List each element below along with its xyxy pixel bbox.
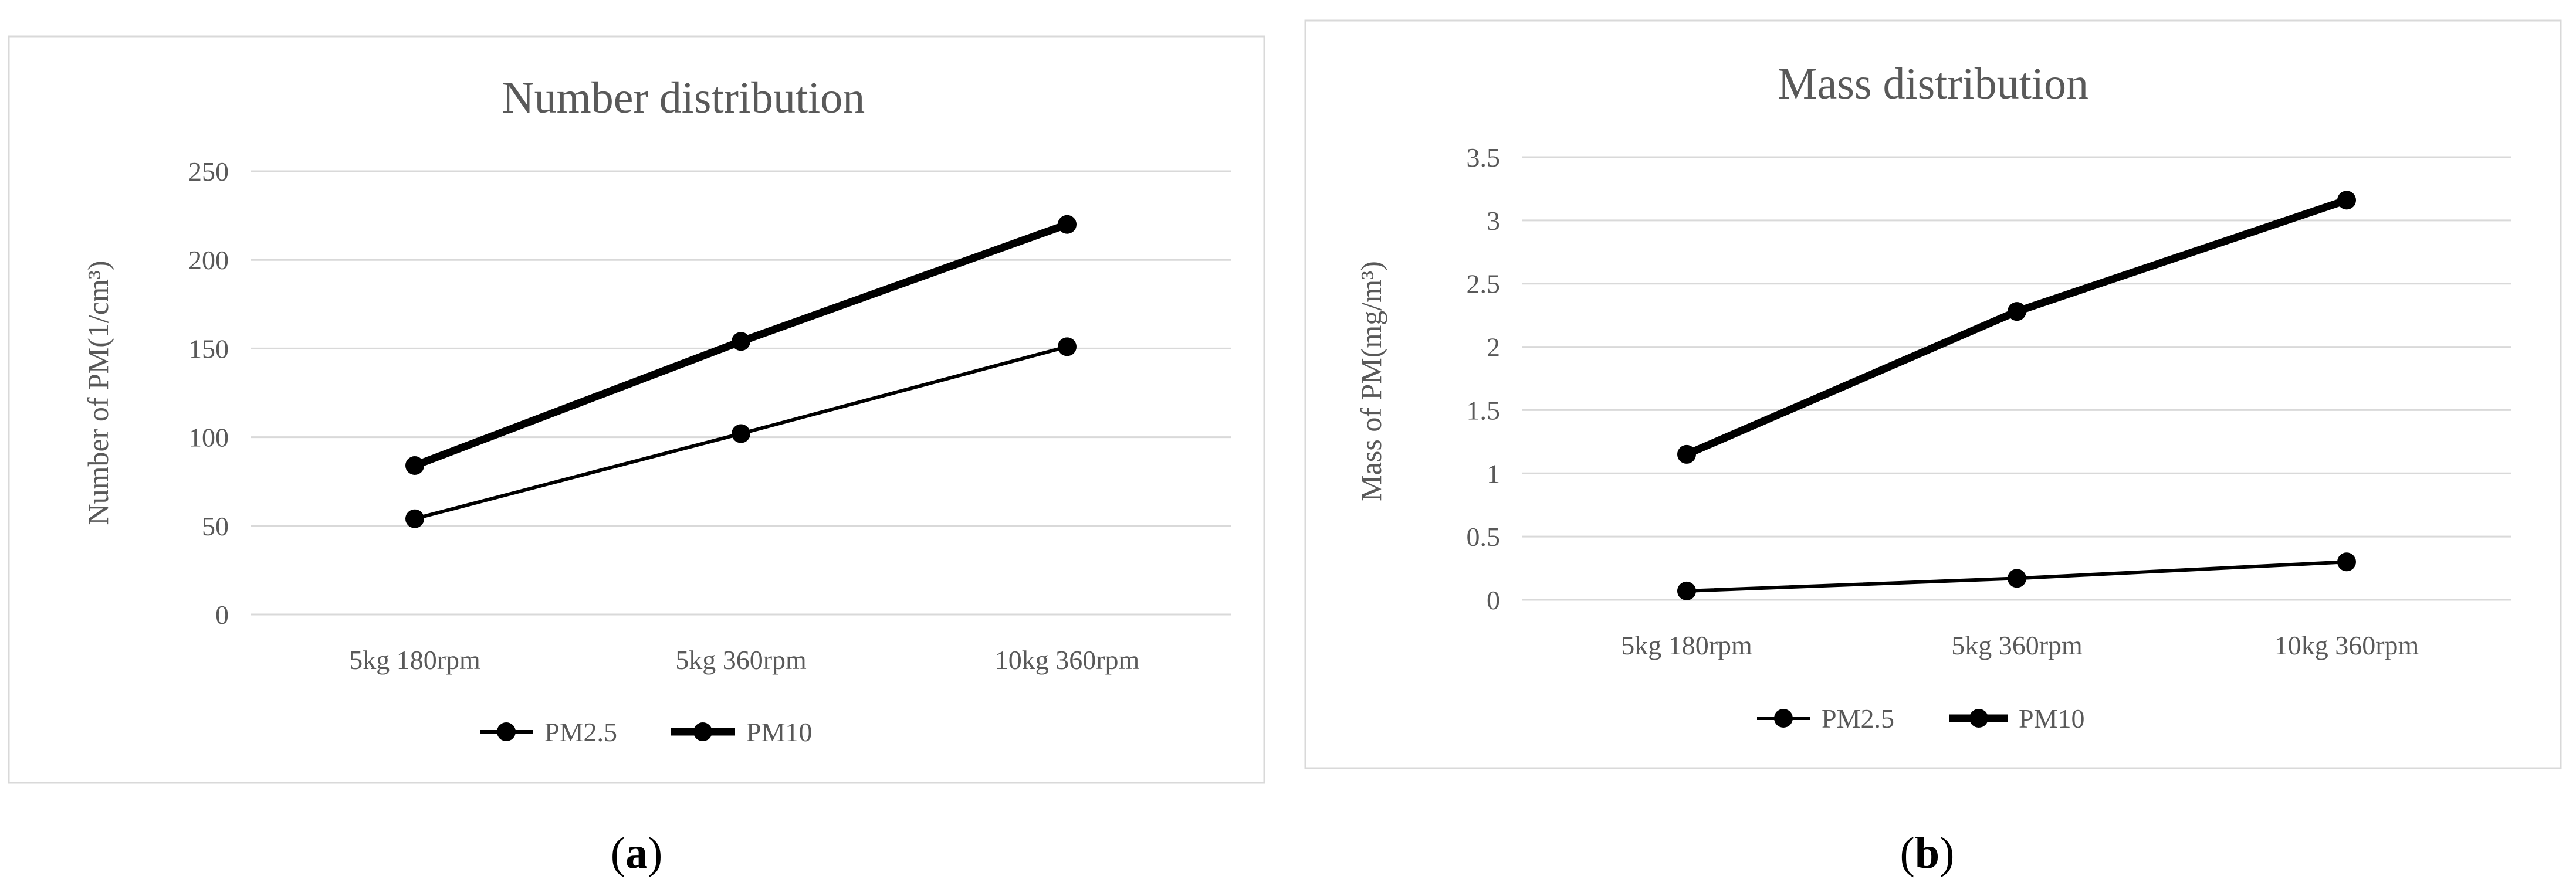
y-tick-label: 50 xyxy=(202,511,229,541)
y-tick-label: 2 xyxy=(1487,332,1500,362)
x-tick-label: 5kg 360rpm xyxy=(675,645,807,675)
legend-marker xyxy=(1969,709,1988,728)
legend-marker xyxy=(497,722,516,741)
data-point xyxy=(2337,191,2356,210)
y-tick-label: 2.5 xyxy=(1467,269,1501,299)
y-tick-label: 1 xyxy=(1487,459,1500,488)
data-point xyxy=(1058,215,1077,234)
y-tick-label: 3 xyxy=(1487,206,1500,236)
y-tick-label: 0 xyxy=(1487,585,1500,615)
caption-letter: a xyxy=(625,829,648,878)
legend-label: PM10 xyxy=(2019,704,2084,734)
mass-distribution-chart: Mass distribution Mass of PM(mg/m³) 0 0.5… xyxy=(1304,19,2562,878)
y-tick-label: 1.5 xyxy=(1467,395,1501,425)
data-point xyxy=(732,424,750,443)
data-point xyxy=(2337,552,2356,572)
data-point xyxy=(2008,569,2026,588)
chart-frame xyxy=(8,35,1265,784)
x-tick-label: 5kg 360rpm xyxy=(1951,630,2083,660)
caption-close: ) xyxy=(648,829,662,878)
chart-frame xyxy=(1304,19,2562,769)
data-point xyxy=(405,456,424,475)
legend-label: PM2.5 xyxy=(544,717,617,747)
legend-marker xyxy=(1774,709,1793,728)
caption-open: ( xyxy=(1900,829,1915,878)
data-point xyxy=(732,332,750,351)
y-axis-label: Mass of PM(mg/m³) xyxy=(1355,261,1387,501)
data-point xyxy=(1058,337,1077,356)
caption-letter: b xyxy=(1915,829,1939,878)
data-point xyxy=(1677,581,1696,600)
y-tick-label: 0.5 xyxy=(1467,522,1501,552)
caption-close: ) xyxy=(1939,829,1954,878)
data-point xyxy=(405,509,424,528)
legend-label: PM2.5 xyxy=(1822,704,1894,734)
y-tick-label: 150 xyxy=(188,334,229,364)
number-distribution-chart: Number distribution Number of PM(1/cm³) … xyxy=(8,35,1265,878)
x-tick-label: 10kg 360rpm xyxy=(995,645,1140,675)
legend-marker xyxy=(693,722,712,741)
y-axis-label: Number of PM(1/cm³) xyxy=(82,260,114,525)
x-tick-label: 5kg 180rpm xyxy=(349,645,480,675)
caption-label: (b) xyxy=(1900,829,1955,878)
data-point xyxy=(1677,444,1696,464)
data-point xyxy=(2008,302,2026,321)
chart-title: Mass distribution xyxy=(1778,59,2088,108)
y-tick-label: 250 xyxy=(188,157,229,186)
x-tick-label: 5kg 180rpm xyxy=(1621,630,1752,660)
legend-label: PM10 xyxy=(746,717,812,747)
x-tick-label: 10kg 360rpm xyxy=(2274,630,2419,660)
chart-title: Number distribution xyxy=(502,73,865,123)
y-tick-label: 3.5 xyxy=(1467,142,1501,172)
y-tick-label: 200 xyxy=(188,245,229,275)
chart-panel-b: Mass distribution Mass of PM(mg/m³) 0 0.5… xyxy=(1288,0,2576,890)
caption-label: (a) xyxy=(611,829,663,878)
y-tick-label: 0 xyxy=(215,600,229,630)
y-tick-label: 100 xyxy=(188,423,229,453)
caption-open: ( xyxy=(611,829,625,878)
chart-panel-a: Number distribution Number of PM(1/cm³) … xyxy=(0,0,1288,890)
